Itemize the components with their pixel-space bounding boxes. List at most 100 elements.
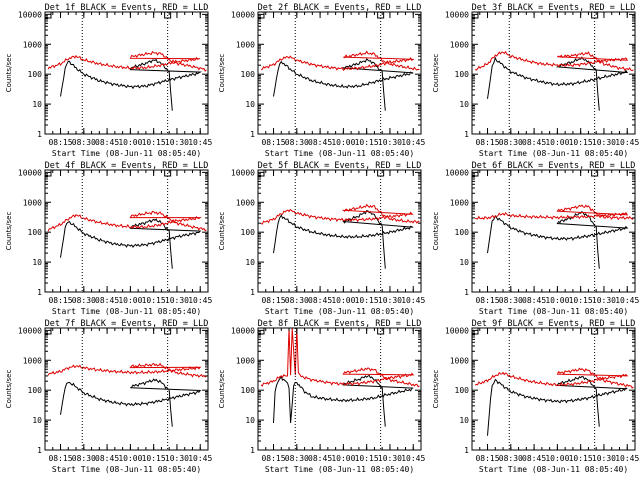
x-tick-label: 10:30 [165, 138, 189, 147]
x-tick-label: 08:45 [95, 138, 119, 147]
x-tick-label: 08:45 [95, 454, 119, 463]
y-tick-label: 1000 [450, 356, 469, 365]
x-tick-label: 10:00 [118, 138, 142, 147]
x-tick-label: 08:45 [308, 138, 332, 147]
y-tick-label: 1 [464, 288, 469, 297]
y-tick-label: 100 [455, 228, 470, 237]
y-tick-label: 100 [28, 228, 43, 237]
x-axis-label: Start Time (08-Jun-11 08:05:40) [52, 465, 201, 474]
events-series-line [487, 56, 629, 111]
events-series-line [487, 375, 628, 436]
lld-series-line [47, 210, 207, 232]
y-tick-label: 10000 [231, 326, 255, 335]
x-tick-label: 08:30 [499, 454, 523, 463]
x-tick-label: 08:45 [95, 296, 119, 305]
x-axis-label: Start Time (08-Jun-11 08:05:40) [52, 307, 201, 316]
y-tick-label: 1000 [23, 356, 42, 365]
y-tick-label: 100 [241, 70, 256, 79]
lld-series-line [260, 327, 420, 388]
y-tick-label: 10000 [231, 10, 255, 19]
plot-frame [257, 327, 422, 451]
x-tick-label: 08:15 [48, 454, 72, 463]
events-series-line [60, 378, 202, 427]
square-marker-icon [164, 170, 172, 177]
panel-title: Det 2f BLACK = Events, RED = LLD [258, 3, 422, 13]
panel-title: Det 3f BLACK = Events, RED = LLD [472, 3, 636, 13]
lld-series-line [474, 50, 634, 72]
lld-series-line [47, 362, 207, 378]
x-tick-label: 10:00 [545, 296, 569, 305]
plot-frame [471, 11, 636, 135]
x-axis-label: Start Time (08-Jun-11 08:05:40) [265, 307, 414, 316]
x-tick-label: 10:15 [142, 454, 166, 463]
x-tick-label: 10:30 [592, 454, 616, 463]
lld-series-line [47, 50, 207, 72]
x-tick-label: 08:45 [522, 296, 546, 305]
x-tick-label: 08:45 [308, 454, 332, 463]
y-tick-label: 10 [459, 100, 469, 109]
x-tick-label: 08:15 [48, 296, 72, 305]
x-tick-label: 08:15 [475, 138, 499, 147]
x-tick-label: 08:15 [261, 296, 285, 305]
square-marker-icon [377, 170, 385, 177]
x-tick-label: 10:15 [142, 138, 166, 147]
x-axis-label: Start Time (08-Jun-11 08:05:40) [265, 465, 414, 474]
x-tick-label: 10:00 [118, 454, 142, 463]
plot-frame [44, 327, 209, 451]
x-tick-label: 10:30 [378, 138, 402, 147]
y-tick-label: 1000 [236, 356, 255, 365]
y-tick-label: 10000 [445, 326, 469, 335]
x-tick-label: 08:45 [522, 454, 546, 463]
x-tick-label: 10:30 [165, 296, 189, 305]
x-tick-label: 08:15 [48, 138, 72, 147]
events-series-line [487, 210, 629, 269]
x-axis-label: Start Time (08-Jun-11 08:05:40) [52, 149, 201, 158]
lld-series-line [474, 204, 634, 221]
x-axis-label: Start Time (08-Jun-11 08:05:40) [479, 307, 628, 316]
square-marker-icon [591, 328, 599, 335]
y-tick-label: 1000 [450, 40, 469, 49]
panel-3: Det 3f BLACK = Events, RED = LLD 1 10 100 10… [432, 3, 639, 158]
x-tick-label: 10:15 [355, 454, 379, 463]
x-tick-label: 10:15 [355, 138, 379, 147]
panel-title: Det 4f BLACK = Events, RED = LLD [45, 161, 209, 171]
x-tick-label: 10:45 [188, 296, 212, 305]
plot-frame [471, 327, 636, 451]
plot-frame [44, 169, 209, 293]
y-tick-label: 1000 [23, 198, 42, 207]
plot-frame [257, 11, 422, 135]
x-tick-label: 10:15 [355, 296, 379, 305]
square-marker-icon [164, 328, 172, 335]
y-tick-label: 1000 [450, 198, 469, 207]
y-tick-label: 1 [37, 446, 42, 455]
panel-title: Det 6f BLACK = Events, RED = LLD [472, 161, 636, 171]
lld-series-line [260, 50, 420, 72]
plot-frame [471, 169, 636, 293]
y-tick-label: 10 [459, 416, 469, 425]
y-tick-label: 10 [32, 258, 42, 267]
events-series-line [60, 218, 202, 269]
lld-series-line [474, 367, 634, 389]
panel-5: Det 5f BLACK = Events, RED = LLD 1 10 100 10… [218, 161, 425, 316]
y-tick-label: 1 [464, 446, 469, 455]
y-tick-label: 10 [245, 258, 255, 267]
y-tick-label: 10 [32, 416, 42, 425]
x-axis-label: Start Time (08-Jun-11 08:05:40) [265, 149, 414, 158]
x-tick-label: 10:45 [188, 454, 212, 463]
y-tick-label: 10000 [231, 168, 255, 177]
x-tick-label: 10:30 [592, 138, 616, 147]
y-tick-label: 1000 [23, 40, 42, 49]
y-tick-label: 1 [250, 130, 255, 139]
panel-title: Det 1f BLACK = Events, RED = LLD [45, 3, 209, 13]
y-tick-label: 10000 [18, 168, 42, 177]
x-tick-label: 10:15 [569, 296, 593, 305]
panel-8: Det 8f BLACK = Events, RED = LLD 1 10 100 10… [218, 319, 425, 474]
panel-title: Det 9f BLACK = Events, RED = LLD [472, 319, 636, 329]
x-tick-label: 10:00 [331, 454, 355, 463]
square-marker-icon [591, 170, 599, 177]
x-tick-label: 08:30 [72, 454, 96, 463]
x-tick-label: 10:45 [188, 138, 212, 147]
x-tick-label: 10:15 [569, 138, 593, 147]
x-tick-label: 08:15 [475, 454, 499, 463]
